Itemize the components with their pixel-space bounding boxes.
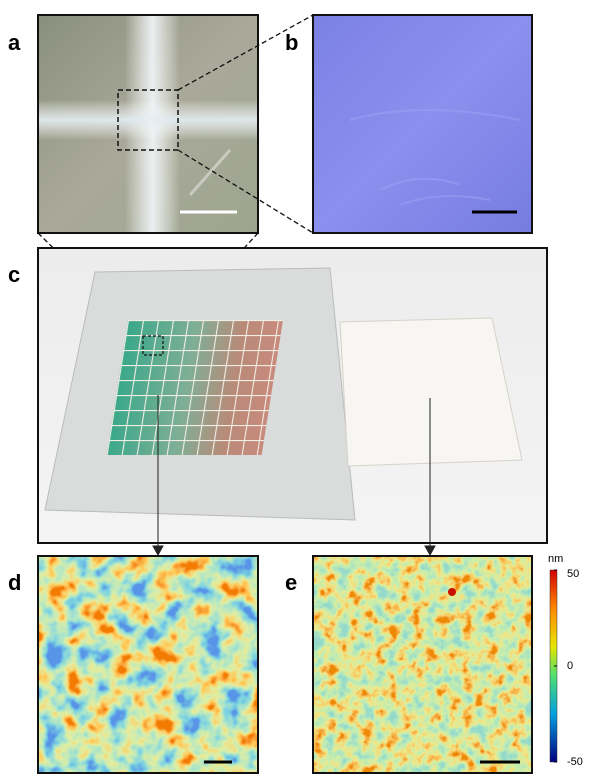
panel-e bbox=[313, 556, 532, 773]
colorbar-tick-label: 50 bbox=[567, 568, 579, 580]
panel-a bbox=[38, 15, 258, 233]
panel-label: b bbox=[285, 30, 298, 55]
panel-b bbox=[313, 15, 532, 233]
colorbar-tick-label: 0 bbox=[567, 660, 573, 672]
panel-d bbox=[38, 556, 258, 773]
figure: nm 50 0 -50 a b c d e bbox=[0, 0, 589, 775]
panel-label: e bbox=[285, 570, 297, 595]
panel-label: c bbox=[8, 262, 20, 287]
colorbar: nm 50 0 -50 bbox=[548, 553, 583, 768]
panel-label: a bbox=[8, 30, 21, 55]
colorbar-tick-label: -50 bbox=[567, 756, 583, 768]
colorbar-unit: nm bbox=[548, 553, 563, 565]
panel-label: d bbox=[8, 570, 21, 595]
panel-c bbox=[38, 248, 547, 543]
